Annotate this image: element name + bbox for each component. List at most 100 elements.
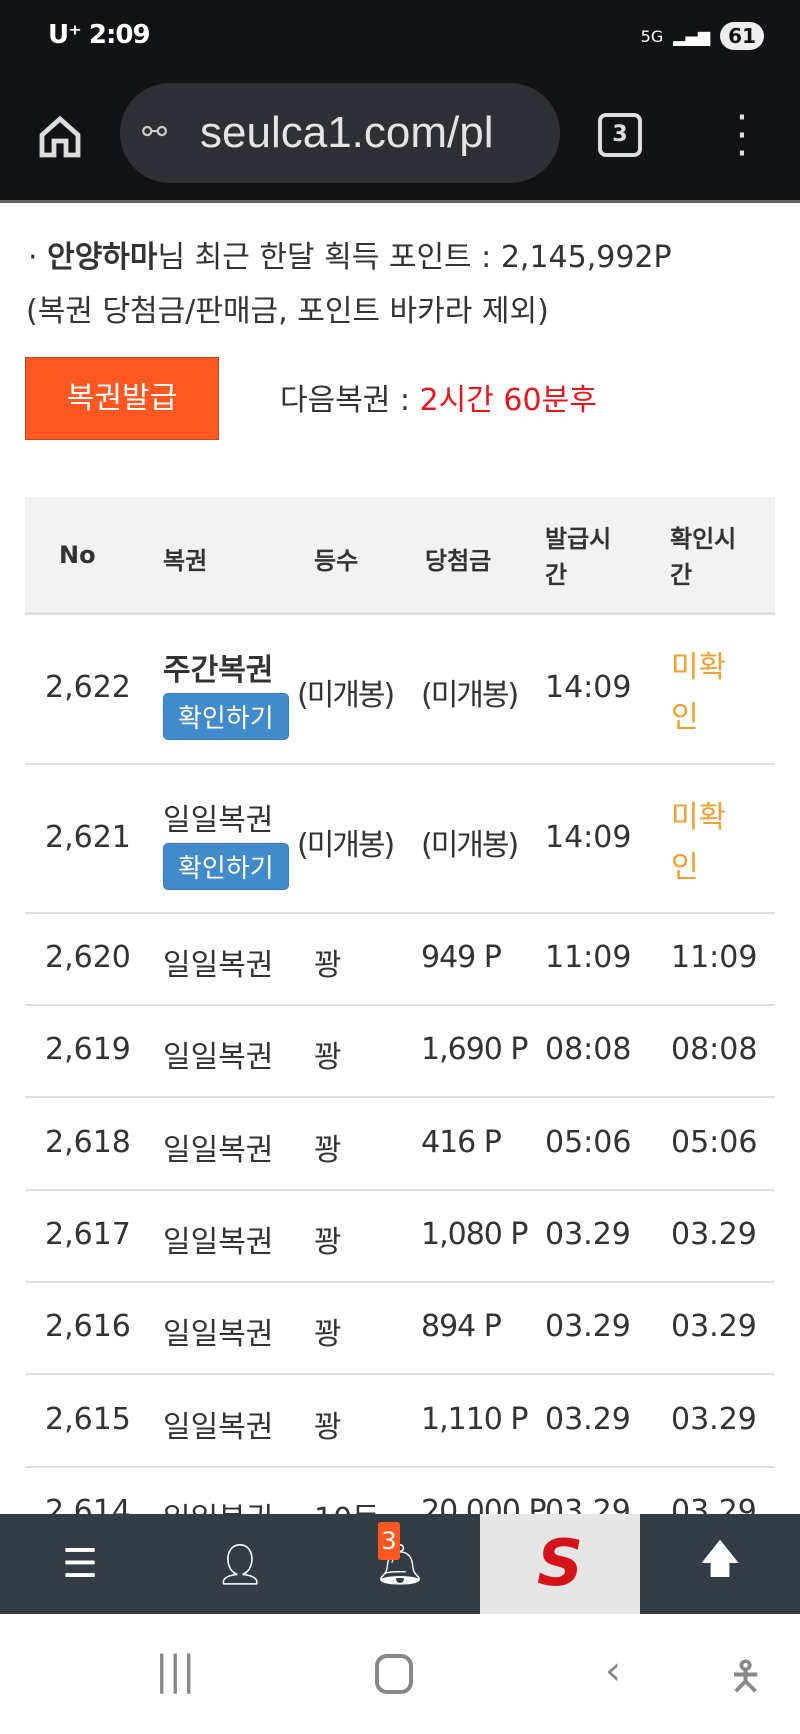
cell-checked: 03.29 bbox=[671, 1216, 757, 1252]
table-header: No 복권 등수 당첨금 발급시간 확인시간 bbox=[25, 497, 775, 615]
cell-checked: 11:09 bbox=[671, 940, 758, 975]
cell-rank: 꽝 bbox=[314, 1132, 342, 1168]
more-menu-icon[interactable]: · · · bbox=[735, 95, 749, 177]
table-row: 2,622 주간복권 확인하기 (미개봉) (미개봉) 14:09 미확인 bbox=[25, 615, 775, 765]
cell-rank: 꽝 bbox=[314, 948, 342, 983]
cell-ticket: 주간복권 bbox=[163, 653, 274, 688]
home-nav-icon[interactable] bbox=[375, 1654, 413, 1694]
tab-switcher-button[interactable]: 3 bbox=[598, 113, 642, 157]
table-row: 2,620 일일복권 꽝 949 P 11:09 11:09 bbox=[25, 914, 775, 1006]
cell-prize: 894 P bbox=[421, 1309, 502, 1345]
cell-rank: 꽝 bbox=[314, 1409, 342, 1445]
header-ticket: 복권 bbox=[163, 547, 208, 575]
cell-issued: 03.29 bbox=[545, 1309, 631, 1345]
header-prize: 당첨금 bbox=[425, 547, 492, 575]
status-bar: U⁺ 2:09 5G ▂▄▆ 61 bbox=[0, 0, 800, 75]
cell-issued: 08:08 bbox=[545, 1032, 632, 1068]
cell-prize: 1,080 P bbox=[421, 1216, 529, 1252]
cell-no: 2,617 bbox=[45, 1216, 131, 1252]
issue-ticket-button[interactable]: 복권발급 bbox=[25, 357, 219, 440]
cell-issued: 14:09 bbox=[545, 820, 632, 855]
username: 안양하마 bbox=[47, 240, 158, 275]
cell-checked: 03.29 bbox=[671, 1309, 757, 1345]
site-logo: S bbox=[536, 1527, 584, 1601]
table-row: 2,617 일일복권 꽝 1,080 P 03.29 03.29 bbox=[25, 1191, 775, 1283]
header-rank: 등수 bbox=[314, 547, 359, 575]
cell-no: 2,622 bbox=[45, 670, 131, 705]
header-checked: 확인시간 bbox=[670, 525, 737, 589]
recents-icon[interactable]: ||| bbox=[155, 1648, 196, 1694]
cell-issued: 05:06 bbox=[545, 1124, 632, 1160]
bell-icon[interactable]: 🔔︎ bbox=[374, 1541, 426, 1588]
carrier: U⁺ bbox=[48, 20, 82, 50]
points-summary: · 안양하마님 최근 한달 획득 포인트 : 2,145,992P bbox=[28, 232, 672, 276]
table-row: 2,615 일일복권 꽝 1,110 P 03.29 03.29 bbox=[25, 1376, 775, 1468]
menu-icon[interactable]: ☰ bbox=[62, 1541, 98, 1587]
site-settings-icon[interactable]: ⚯ bbox=[142, 116, 168, 149]
cell-issued: 03.29 bbox=[545, 1401, 631, 1437]
table-row: 2,619 일일복권 꽝 1,690 P 08:08 08:08 bbox=[25, 1006, 775, 1099]
cell-no: 2,615 bbox=[45, 1401, 131, 1437]
cell-issued: 11:09 bbox=[545, 940, 632, 975]
signal-icon: ▂▄▆ bbox=[673, 26, 711, 46]
system-nav-bar: ||| ‹ 🯅 bbox=[0, 1614, 800, 1734]
cell-type: 일일복권 bbox=[163, 1132, 274, 1168]
cell-issued: 03.29 bbox=[545, 1216, 631, 1252]
network-icon: 5G bbox=[640, 26, 664, 46]
cell-rank: 꽝 bbox=[314, 1040, 342, 1076]
home-icon[interactable] bbox=[36, 113, 84, 161]
scroll-top-icon[interactable]: 🡅 bbox=[699, 1536, 741, 1582]
cell-prize: 1,110 P bbox=[421, 1401, 529, 1437]
bullet: · bbox=[28, 240, 38, 275]
table-row: 2,618 일일복권 꽝 416 P 05:06 05:06 bbox=[25, 1099, 775, 1191]
points-text: 님 최근 한달 획득 포인트 : 2,145,992P bbox=[157, 240, 672, 275]
cell-no: 2,621 bbox=[45, 820, 131, 855]
cell-type: 일일복권 bbox=[163, 1224, 274, 1260]
bottom-nav: ☰ 👤︎ 🔔︎ 3 S 🡅 bbox=[0, 1514, 800, 1614]
table-row: 2,621 일일복권 확인하기 (미개봉) (미개봉) 14:09 미확인 bbox=[25, 765, 775, 914]
next-label: 다음복권 : bbox=[280, 383, 420, 418]
cell-type: 일일복권 bbox=[163, 1409, 274, 1445]
site-logo-button[interactable]: S bbox=[480, 1514, 640, 1614]
url-text: seulca1.com/pl bbox=[200, 108, 494, 157]
cell-type: 일일복권 bbox=[163, 948, 274, 983]
cell-no: 2,618 bbox=[45, 1124, 131, 1160]
next-countdown: 2시간 60분후 bbox=[419, 383, 597, 418]
battery-icon: 61 bbox=[720, 22, 764, 50]
cell-rank: 꽝 bbox=[314, 1224, 342, 1260]
check-ticket-button[interactable]: 확인하기 bbox=[163, 693, 289, 740]
cell-prize: 416 P bbox=[421, 1124, 502, 1160]
cell-prize: 949 P bbox=[421, 940, 502, 975]
next-ticket-timer: 다음복권 : 2시간 60분후 bbox=[280, 375, 597, 419]
cell-rank: (미개봉) bbox=[297, 678, 395, 713]
points-note: (복권 당첨금/판매금, 포인트 바카라 제외) bbox=[26, 294, 549, 329]
cell-checked: 05:06 bbox=[671, 1124, 758, 1160]
cell-prize: (미개봉) bbox=[421, 828, 519, 863]
cell-checked: 08:08 bbox=[671, 1032, 758, 1068]
table-row: 2,616 일일복권 꽝 894 P 03.29 03.29 bbox=[25, 1283, 775, 1376]
cell-type: 일일복권 bbox=[163, 1040, 274, 1076]
check-ticket-button[interactable]: 확인하기 bbox=[163, 843, 289, 890]
cell-rank: 꽝 bbox=[314, 1317, 342, 1353]
header-issued: 발급시간 bbox=[545, 525, 612, 589]
cell-no: 2,619 bbox=[45, 1032, 131, 1068]
cell-type: 일일복권 bbox=[163, 1317, 274, 1353]
accessibility-icon[interactable]: 🯅 bbox=[728, 1654, 764, 1700]
cell-checked: 미확인 bbox=[671, 650, 727, 735]
notification-badge: 3 bbox=[378, 1522, 400, 1560]
header-no: No bbox=[59, 541, 96, 569]
address-bar[interactable]: ⚯ seulca1.com/pl bbox=[120, 83, 560, 183]
cell-prize: (미개봉) bbox=[421, 678, 519, 713]
user-icon[interactable]: 👤︎ bbox=[214, 1541, 266, 1588]
browser-toolbar: ⚯ seulca1.com/pl 3 · · · bbox=[0, 75, 800, 203]
cell-no: 2,616 bbox=[45, 1309, 131, 1345]
cell-prize: 1,690 P bbox=[421, 1032, 529, 1068]
cell-checked: 미확인 bbox=[671, 800, 727, 885]
cell-issued: 14:09 bbox=[545, 670, 632, 705]
back-icon[interactable]: ‹ bbox=[605, 1648, 621, 1694]
cell-checked: 03.29 bbox=[671, 1401, 757, 1437]
clock: 2:09 bbox=[88, 20, 151, 50]
cell-ticket: 일일복권 bbox=[163, 803, 274, 838]
cell-rank: (미개봉) bbox=[297, 828, 395, 863]
cell-no: 2,620 bbox=[45, 940, 131, 975]
